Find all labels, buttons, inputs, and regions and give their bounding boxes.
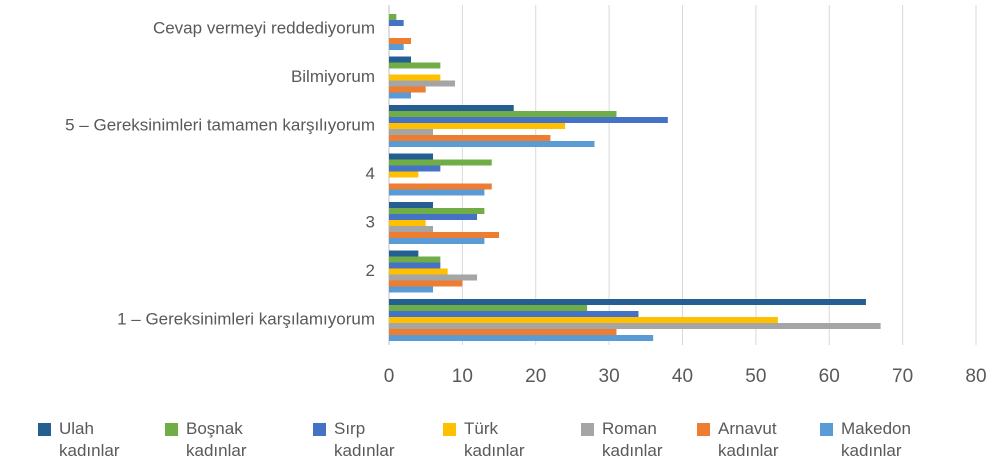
bar (389, 183, 492, 190)
bar (389, 135, 551, 141)
y-tick-label: 3 (366, 212, 375, 231)
plot: 0 10 20 30 40 50 60 70 80 Cevap vermeyi reddediyo… (65, 5, 987, 387)
y-tick-label: Bilmiyorum (291, 67, 375, 86)
y-tick-label: Cevap vermeyi reddediyorum (153, 18, 375, 37)
legend-item: Boşnak kadınlar (165, 418, 266, 462)
legend-item: Roman kadınlar (581, 418, 682, 462)
bar (389, 20, 404, 26)
legend-swatch (38, 423, 51, 436)
bar (389, 92, 412, 99)
legend-swatch (697, 423, 710, 436)
bar (389, 220, 426, 226)
legend-label: Boşnak kadınlar (186, 419, 247, 460)
x-tick-label: 30 (599, 366, 620, 387)
bar (389, 232, 500, 238)
legend-item: Ulah kadınlar (38, 418, 139, 462)
bar (389, 62, 441, 69)
legend-item: Sırp kadınlar (313, 418, 414, 462)
bar (389, 250, 419, 257)
legend-swatch (165, 423, 178, 436)
bar (389, 123, 566, 129)
bar (389, 262, 441, 269)
bar (389, 165, 441, 172)
bar (389, 317, 778, 323)
legend-item: Makedon kadınlar (820, 418, 921, 462)
bar (389, 111, 617, 117)
bar (389, 56, 412, 63)
legend-label: Makedon kadınlar (841, 419, 911, 460)
bar (389, 208, 485, 214)
bar (389, 214, 478, 220)
y-tick-label: 4 (366, 164, 375, 183)
bar (389, 86, 426, 93)
legend-swatch (443, 423, 456, 436)
x-tick-label: 20 (525, 366, 546, 387)
bar (389, 105, 514, 111)
bar (389, 153, 434, 160)
y-tick-label: 5 – Gereksinimleri tamamen karşılıyorum (65, 115, 375, 134)
bar (389, 323, 881, 329)
legend-label: Ulah kadınlar (59, 419, 120, 460)
legend: Ulah kadınlar Boşnak kadınlar Sırp kadınla… (0, 418, 992, 472)
x-tick-label: 50 (745, 366, 766, 387)
bar (389, 189, 485, 196)
bar (389, 117, 668, 123)
x-tick-label: 0 (384, 366, 395, 387)
bar (389, 44, 404, 50)
bar (389, 311, 639, 317)
x-tick-label: 80 (965, 366, 986, 387)
bar (389, 141, 595, 147)
bar (389, 159, 492, 166)
bar (389, 14, 397, 20)
legend-label: Sırp kadınlar (334, 419, 395, 460)
bar (389, 171, 419, 178)
bar (389, 202, 434, 208)
legend-label: Roman kadınlar (602, 419, 663, 460)
bar (389, 38, 412, 44)
bar (389, 129, 434, 135)
bar (389, 74, 441, 81)
legend-item: Arnavut kadınlar (697, 418, 798, 462)
legend-swatch (581, 423, 594, 436)
bar (389, 268, 448, 275)
bar (389, 335, 654, 341)
legend-label: Türk kadınlar (464, 419, 525, 460)
bar (389, 226, 434, 232)
bar (389, 256, 441, 263)
legend-swatch (820, 423, 833, 436)
legend-swatch (313, 423, 326, 436)
y-tick-label: 1 – Gereksinimleri karşılamıyorum (117, 309, 375, 328)
bar (389, 286, 434, 293)
y-tick-label: 2 (366, 261, 375, 280)
bar (389, 274, 478, 281)
x-tick-label: 60 (819, 366, 840, 387)
bar (389, 299, 866, 305)
bar (389, 238, 485, 244)
x-tick-label: 70 (892, 366, 913, 387)
bar (389, 305, 588, 311)
bar (389, 329, 617, 335)
legend-label: Arnavut kadınlar (718, 419, 779, 460)
x-tick-label: 40 (672, 366, 693, 387)
legend-item: Türk kadınlar (443, 418, 544, 462)
x-tick-label: 10 (452, 366, 473, 387)
bar (389, 280, 463, 287)
bar (389, 80, 456, 87)
